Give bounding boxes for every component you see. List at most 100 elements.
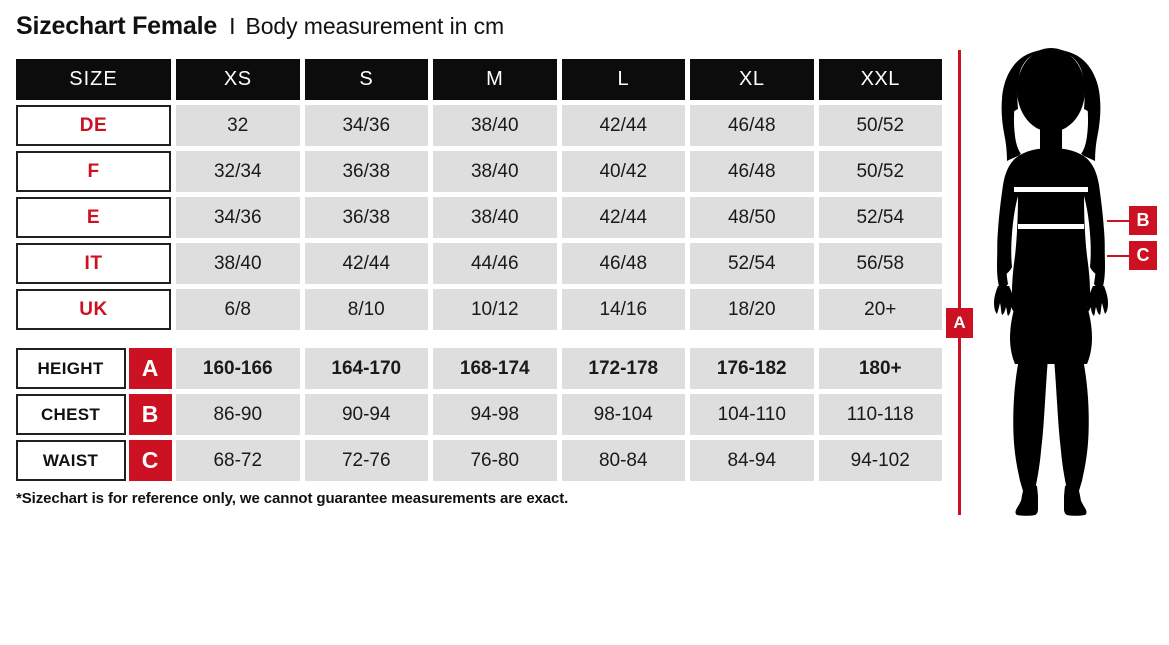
row-label-text: HEIGHT [15,348,126,389]
cell-f-l: 40/42 [561,151,685,192]
page-title-main: Sizechart Female [16,12,218,40]
table-row: F 32/34 36/38 38/40 40/42 46/48 50/52 [16,151,942,192]
cell-e-l: 42/44 [561,197,685,238]
waist-band [1018,224,1084,229]
table-row: WAIST C 68-72 72-76 76-80 80-84 84-94 94… [15,440,942,481]
cell-it-xl: 52/54 [690,243,814,284]
column-header-l[interactable]: L [561,59,685,100]
row-label-e: E [16,197,171,238]
column-header-m[interactable]: M [433,59,557,100]
cell-height-m: 168-174 [433,348,557,389]
column-header-xl[interactable]: XL [690,59,814,100]
cell-waist-s: 72-76 [304,440,428,481]
cell-e-s: 36/38 [304,197,428,238]
cell-height-l: 172-178 [561,348,685,389]
table-header-row: SIZE XS S M L XL XXL [16,59,942,100]
marker-badge-a: A [128,348,172,389]
cell-e-xxl: 52/54 [818,197,942,238]
header-size-label: SIZE [16,59,171,100]
cell-de-xl: 46/48 [690,105,814,146]
row-label-f: F [16,151,171,192]
row-label-it: IT [16,243,171,284]
cell-de-m: 38/40 [433,105,557,146]
cell-e-m: 38/40 [433,197,557,238]
row-label-text: CHEST [15,394,126,435]
cell-waist-m: 76-80 [433,440,557,481]
cell-uk-xxl: 20+ [818,289,942,330]
row-label-text: DE [16,105,171,146]
cell-e-xs: 34/36 [176,197,300,238]
cell-f-m: 38/40 [433,151,557,192]
cell-height-xl: 176-182 [690,348,814,389]
cell-uk-xs: 6/8 [176,289,300,330]
table-row: HEIGHT A 160-166 164-170 168-174 172-178… [15,348,942,389]
cell-de-xs: 32 [176,105,300,146]
cell-de-s: 34/36 [304,105,428,146]
page-title-subtitle: Body measurement in cm [245,13,505,39]
title-separator: I [229,13,236,39]
cell-it-s: 42/44 [304,243,428,284]
cell-waist-xs: 68-72 [176,440,300,481]
row-label-text: F [16,151,171,192]
table-row: IT 38/40 42/44 44/46 46/48 52/54 56/58 [16,243,942,284]
cell-it-m: 44/46 [433,243,557,284]
row-label-chest: CHEST B [15,394,172,435]
marker-badge-c: C [128,440,172,481]
cell-chest-m: 94-98 [433,394,557,435]
table-row: DE 32 34/36 38/40 42/44 46/48 50/52 [16,105,942,146]
cell-uk-xl: 18/20 [690,289,814,330]
size-chart-table: SIZE XS S M L XL XXL DE 32 34/36 38/40 4… [15,59,942,486]
body-figure-panel: A B C [944,40,1169,530]
cell-chest-xl: 104-110 [690,394,814,435]
cell-e-xl: 48/50 [690,197,814,238]
cell-de-l: 42/44 [561,105,685,146]
row-label-waist: WAIST C [15,440,172,481]
row-label-uk: UK [16,289,171,330]
cell-f-xs: 32/34 [176,151,300,192]
cell-it-xxl: 56/58 [818,243,942,284]
cell-f-xl: 46/48 [690,151,814,192]
marker-badge-b: B [128,394,172,435]
table-row: CHEST B 86-90 90-94 94-98 98-104 104-110… [15,394,942,435]
cell-waist-l: 80-84 [561,440,685,481]
table-row: E 34/36 36/38 38/40 42/44 48/50 52/54 [16,197,942,238]
figure-marker-b: B [1129,206,1157,235]
figure-marker-a: A [946,308,973,338]
table-row: UK 6/8 8/10 10/12 14/16 18/20 20+ [16,289,942,330]
row-label-text: WAIST [15,440,126,481]
waist-leader-line [1107,255,1131,257]
row-label-text: IT [16,243,171,284]
cell-de-xxl: 50/52 [818,105,942,146]
chest-band [1014,187,1088,192]
figure-marker-c: C [1129,241,1157,270]
cell-height-xs: 160-166 [176,348,300,389]
cell-f-s: 36/38 [304,151,428,192]
page-title: Sizechart Female I Body measurement in c… [16,12,504,41]
cell-waist-xl: 84-94 [690,440,814,481]
height-measure-line [958,50,961,515]
cell-height-xxl: 180+ [818,348,942,389]
row-label-text: E [16,197,171,238]
cell-uk-l: 14/16 [561,289,685,330]
cell-f-xxl: 50/52 [818,151,942,192]
column-header-xs[interactable]: XS [176,59,300,100]
column-header-s[interactable]: S [304,59,428,100]
cell-waist-xxl: 94-102 [818,440,942,481]
cell-it-l: 46/48 [561,243,685,284]
row-label-text: UK [16,289,171,330]
cell-uk-s: 8/10 [304,289,428,330]
cell-it-xs: 38/40 [176,243,300,284]
column-header-xxl[interactable]: XXL [818,59,942,100]
cell-chest-l: 98-104 [561,394,685,435]
chest-leader-line [1107,220,1131,222]
cell-chest-xs: 86-90 [176,394,300,435]
cell-height-s: 164-170 [304,348,428,389]
row-label-de: DE [16,105,171,146]
female-body-silhouette-icon [994,48,1108,516]
cell-chest-s: 90-94 [304,394,428,435]
cell-uk-m: 10/12 [433,289,557,330]
cell-chest-xxl: 110-118 [818,394,942,435]
header-corner-cell: SIZE [16,59,171,100]
row-label-height: HEIGHT A [15,348,172,389]
footnote-disclaimer: *Sizechart is for reference only, we can… [16,490,569,507]
